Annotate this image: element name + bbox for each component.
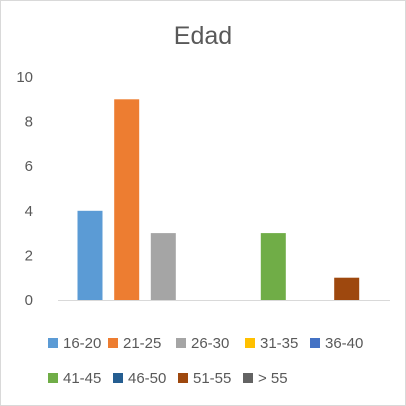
legend-item: 26-30	[176, 335, 229, 352]
y-tick-label: 2	[25, 247, 33, 264]
legend-item: 46-50	[113, 370, 166, 387]
legend-label: 41-45	[63, 370, 101, 387]
legend-label: > 55	[258, 370, 288, 387]
y-tick-label: 10	[16, 69, 33, 86]
bar-51-55	[334, 277, 360, 300]
y-tick-label: 8	[25, 114, 33, 131]
y-tick-label: 6	[25, 158, 33, 175]
legend-swatch	[113, 373, 123, 383]
legend-item: 36-40	[310, 335, 363, 352]
legend-label: 51-55	[193, 370, 231, 387]
legend: 16-20 21-25 26-30 31-35 36-40 41-45 46-50 51-55…	[48, 335, 363, 387]
legend-label: 31-35	[260, 335, 298, 352]
legend-swatch	[48, 373, 58, 383]
legend-item: 41-45	[48, 370, 101, 387]
legend-label: 26-30	[191, 335, 229, 352]
bar-26-30	[150, 233, 176, 300]
legend-swatch	[310, 338, 320, 348]
y-tick-label: 4	[25, 203, 33, 220]
legend-label: 46-50	[128, 370, 166, 387]
y-tick-label: 0	[25, 292, 33, 309]
legend-swatch	[245, 338, 255, 348]
legend-label: 36-40	[325, 335, 363, 352]
bar-16-20	[77, 210, 103, 300]
legend-item: 16-20	[48, 335, 101, 352]
chart-title: Edad	[174, 22, 232, 50]
legend-label: 21-25	[123, 335, 161, 352]
legend-item: 51-55	[178, 370, 231, 387]
legend-item: 31-35	[245, 335, 298, 352]
bar-21-25	[114, 99, 140, 300]
legend-swatch	[243, 373, 253, 383]
legend-item: > 55	[243, 370, 288, 387]
legend-label: 16-20	[63, 335, 101, 352]
legend-swatch	[108, 338, 118, 348]
legend-item: 21-25	[108, 335, 161, 352]
legend-swatch	[176, 338, 186, 348]
legend-swatch	[178, 373, 188, 383]
bar-41-45	[260, 233, 286, 300]
y-axis: 0 2 4 6 8 10	[16, 69, 33, 309]
legend-swatch	[48, 338, 58, 348]
bars	[77, 99, 360, 300]
